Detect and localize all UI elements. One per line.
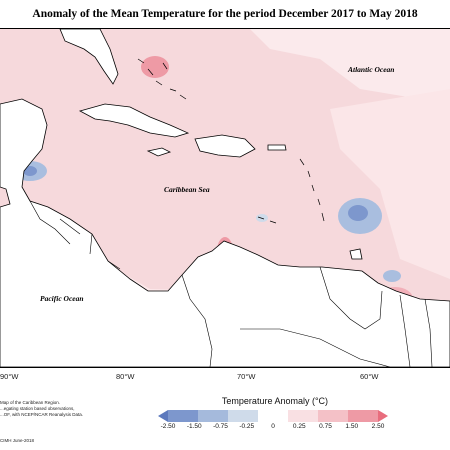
longitude-label-90w: 90°W [0,372,19,381]
map-title: Anomaly of the Mean Temperature for the … [32,8,418,20]
legend-tick-label: -2.50 [160,423,176,430]
bahamas-islands [137,58,187,100]
abc-islands [257,216,277,224]
legend-tick-label: 0 [271,423,275,430]
legend-tick-label: 0.25 [292,423,306,430]
small-islands [137,58,325,224]
legend-color-swatch [258,410,289,422]
warm-anomaly-bahamas [141,56,169,78]
legend-tick-label: -0.75 [213,423,228,430]
cool-anomaly-orinoco [383,270,401,282]
map-credits: Map of the Caribbean Region. ...egating … [0,400,120,418]
producer-credit: CIMH June-2018 [0,438,35,443]
land-masses [0,29,450,367]
legend-tick-label: 1.50 [345,423,359,430]
lesser-antilles-islands [299,158,325,222]
longitude-label-70w: 70°W [237,372,256,381]
legend-title: Temperature Anomaly (°C) [221,396,329,406]
country-borders [29,200,433,367]
weak-anomaly-region-east [330,89,450,279]
credit-line: ...egating station based observations, [0,406,75,411]
legend-color-swatch [318,410,349,422]
venezuela-guyana-border [319,266,383,330]
colombia-venezuela-border [181,274,213,367]
credit-line: Map of the Caribbean Region. [0,400,61,405]
credit-line: ...OF, with NCEP/NCAR Reanalysis Data. [0,412,84,417]
mainland [0,98,450,367]
hispaniola-land [194,134,256,158]
caribbean-sea-label: Caribbean Sea [164,185,210,194]
legend-color-swatch [348,410,379,422]
legend-colorbar-svg [158,410,388,422]
cool-core-lesser-antilles [348,205,368,221]
puerto-rico-land [267,144,287,151]
florida-land [59,29,119,85]
weak-anomaly-region [250,29,450,119]
legend-color-swatch [228,410,259,422]
cuba-land [78,103,190,138]
legend-arrow-low [158,410,168,422]
guianas-borders [399,294,433,367]
atlantic-ocean-label: Atlantic Ocean [348,65,395,74]
legend-color-swatch [198,410,229,422]
trinidad-land [349,248,363,260]
map-canvas [0,29,450,367]
legend-tick-label: -1.50 [186,423,202,430]
longitude-label-60w: 60°W [360,372,379,381]
brazil-border [240,328,391,367]
pacific-ocean-label: Pacific Ocean [40,294,84,303]
anomaly-map: Atlantic Ocean Caribbean Sea Pacific Oce… [0,28,450,368]
legend-tick-label: 0.75 [319,423,332,430]
legend-color-swatch [168,410,199,422]
longitude-label-80w: 80°W [116,372,135,381]
legend-color-swatch [288,410,319,422]
jamaica-land [146,147,172,157]
legend-tick-label: 2.50 [371,423,385,430]
legend-tick-label: -0.25 [239,423,255,430]
legend-arrow-high [378,410,388,422]
legend-colorbar [158,410,388,422]
central-america-borders [29,200,121,270]
